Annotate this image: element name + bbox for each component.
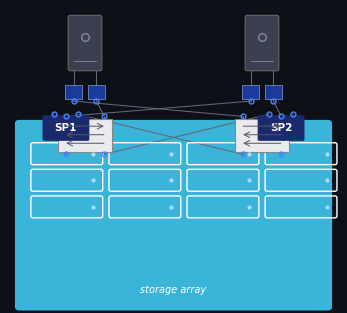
FancyBboxPatch shape [88,85,105,99]
FancyBboxPatch shape [242,85,259,99]
Text: storage array: storage array [141,285,206,295]
FancyBboxPatch shape [43,115,90,141]
FancyBboxPatch shape [65,85,82,99]
FancyBboxPatch shape [68,15,102,71]
FancyBboxPatch shape [15,120,332,310]
FancyBboxPatch shape [257,115,305,141]
Text: SP1: SP1 [55,123,77,133]
FancyBboxPatch shape [58,119,112,152]
FancyBboxPatch shape [245,15,279,71]
FancyBboxPatch shape [265,85,282,99]
Text: SP2: SP2 [270,123,292,133]
FancyBboxPatch shape [235,119,289,152]
